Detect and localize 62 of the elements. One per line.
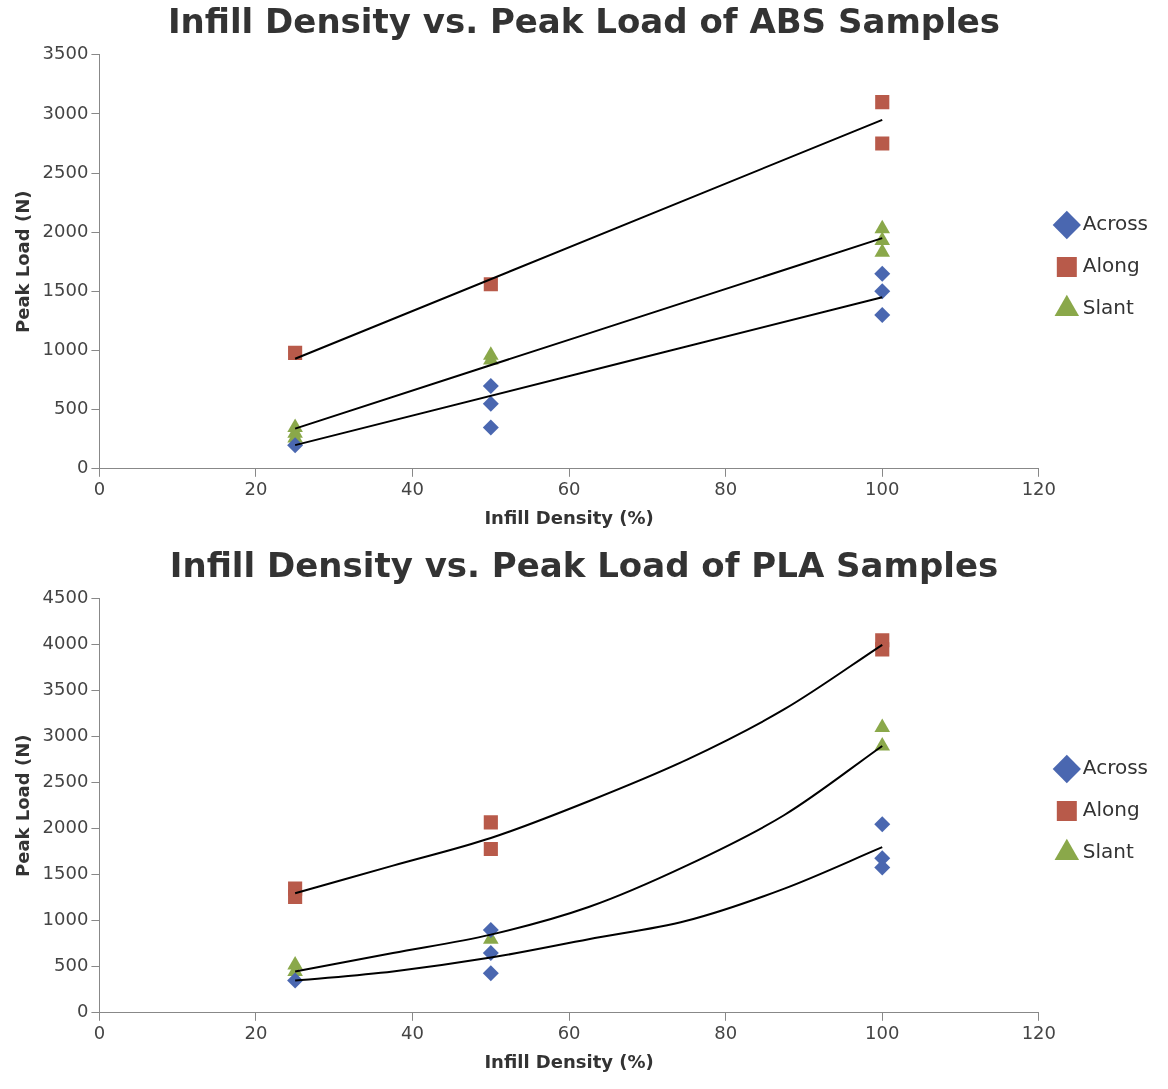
point <box>874 283 891 300</box>
point <box>874 219 891 234</box>
y-tick-label: 1500 <box>42 862 89 884</box>
legend-label: Slant <box>1082 295 1134 320</box>
legend-label: Slant <box>1082 839 1134 864</box>
point <box>874 231 891 246</box>
point <box>288 345 303 360</box>
y-axis-title: Peak Load (N) <box>12 190 34 334</box>
y-tick-label: 3000 <box>42 101 89 123</box>
y-tick-label: 2500 <box>42 770 89 792</box>
point <box>482 395 499 412</box>
x-tick-label: 40 <box>401 478 424 500</box>
y-tick-label: 2500 <box>42 160 89 182</box>
point <box>483 815 498 830</box>
x-tick-label: 20 <box>244 478 268 500</box>
point <box>875 136 890 151</box>
y-tick-label: 3000 <box>42 724 89 746</box>
x-tick-label: 120 <box>1021 1022 1056 1044</box>
y-tick-label: 3500 <box>42 678 89 700</box>
x-axis-title: Infill Density (%) <box>484 506 654 528</box>
y-tick-label: 4000 <box>42 632 89 654</box>
y-tick-label: 3500 <box>42 42 89 64</box>
chart-title: Infill Density vs. Peak Load of ABS Samples <box>167 1 1001 42</box>
legend-label: Across <box>1082 211 1148 236</box>
point <box>874 243 891 257</box>
point <box>482 419 499 436</box>
x-tick-label: 60 <box>557 478 581 500</box>
x-tick-label: 100 <box>865 478 900 500</box>
chart-title: Infill Density vs. Peak Load of PLA Samples <box>169 545 999 586</box>
y-tick-label: 500 <box>54 954 89 976</box>
y-tick-label: 1000 <box>42 908 89 930</box>
x-tick-label: 100 <box>865 1022 900 1044</box>
x-tick-label: 80 <box>714 478 738 500</box>
x-tick-label: 0 <box>93 1022 106 1044</box>
x-axis-title: Infill Density (%) <box>484 1050 654 1072</box>
point <box>875 95 890 110</box>
x-tick-label: 20 <box>244 1022 268 1044</box>
legend-label: Along <box>1082 797 1140 822</box>
point <box>288 889 303 904</box>
legend-label: Along <box>1082 253 1140 278</box>
x-tick-label: 80 <box>714 1022 738 1044</box>
y-tick-label: 500 <box>54 397 89 419</box>
y-tick-label: 2000 <box>42 219 89 241</box>
point <box>483 841 498 857</box>
point <box>482 378 499 394</box>
point <box>482 965 499 982</box>
y-tick-label: 4500 <box>42 586 89 608</box>
point <box>874 265 891 282</box>
point <box>874 816 891 833</box>
y-tick-label: 1500 <box>42 279 89 301</box>
x-tick-label: 0 <box>93 478 106 500</box>
x-tick-label: 60 <box>557 1022 581 1044</box>
y-tick-label: 0 <box>76 1000 89 1022</box>
point <box>874 307 891 324</box>
y-tick-label: 2000 <box>42 816 89 838</box>
point <box>875 642 890 657</box>
x-tick-label: 120 <box>1021 478 1056 500</box>
legend-label: Across <box>1082 755 1148 780</box>
y-axis-title: Peak Load (N) <box>12 734 34 878</box>
x-tick-label: 40 <box>401 1022 424 1044</box>
y-tick-label: 0 <box>76 456 89 478</box>
y-tick-label: 1000 <box>42 338 89 360</box>
